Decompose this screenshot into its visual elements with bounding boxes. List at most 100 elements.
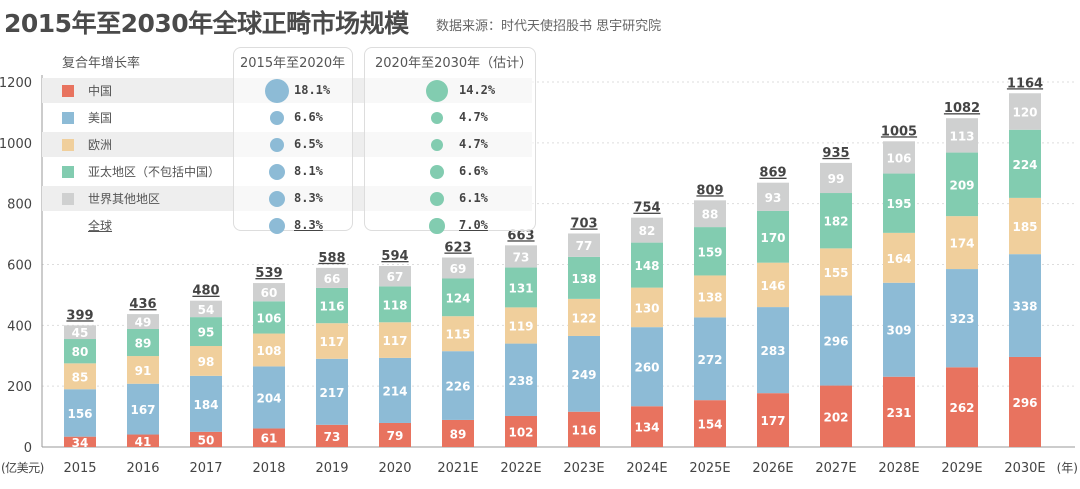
x-tick-label: 2027E (815, 461, 856, 476)
cagr-bubble-2020-2030 (430, 111, 444, 125)
x-tick-label: 2022E (500, 461, 541, 476)
bar-value-label: 89 (135, 337, 152, 351)
bar-value-label: 85 (72, 370, 89, 384)
bar-segment-1 (190, 375, 222, 432)
bar-segment-4 (820, 162, 852, 194)
bar-segment-2 (694, 275, 726, 318)
bar-value-label: 202 (823, 410, 848, 424)
bar-value-label: 209 (949, 178, 974, 192)
bar-value-label: 69 (450, 262, 467, 276)
bar-segment-0 (568, 411, 600, 447)
bar-value-label: 113 (949, 129, 974, 143)
y-tick-label: 0 (24, 441, 32, 456)
legend-col2-header: 2020年至2030年（估计） (375, 56, 533, 71)
bar-segment-0 (946, 367, 978, 447)
cagr-value-2015-2020: 18.1% (294, 83, 331, 97)
bar-segment-0 (442, 419, 474, 447)
bar-value-label: 167 (130, 403, 155, 417)
bar-value-label: 204 (256, 391, 281, 405)
cagr-value-2020-2030: 4.7% (459, 110, 488, 124)
bar-segment-4 (757, 182, 789, 211)
bar-value-label: 231 (886, 406, 911, 420)
bar-value-label: 49 (135, 316, 152, 330)
bar-segment-1 (946, 269, 978, 368)
bar-value-label: 262 (949, 401, 974, 415)
bar-segment-0 (883, 376, 915, 447)
cagr-bubble-2015-2020 (265, 79, 289, 103)
bar-segment-0 (694, 400, 726, 447)
bar-value-label: 323 (949, 312, 974, 326)
cagr-value-2015-2020: 8.3% (294, 191, 323, 205)
bar-segment-1 (568, 335, 600, 412)
bar-value-label: 66 (324, 272, 341, 286)
bar-segment-2 (1009, 197, 1041, 255)
bar-total-label: 703 (570, 216, 597, 231)
x-tick-label: 2023E (563, 461, 604, 476)
y-tick-label: 800 (7, 198, 32, 213)
cagr-value-2020-2030: 14.2% (459, 83, 496, 97)
bar-segment-4 (190, 300, 222, 318)
bar-value-label: 154 (697, 418, 722, 432)
cagr-value-2015-2020: 6.6% (294, 110, 323, 124)
bar-total-label: 588 (318, 251, 345, 266)
bar-value-label: 195 (886, 197, 911, 211)
x-tick-label: 2018 (252, 461, 285, 476)
x-tick-label: 2016 (126, 461, 159, 476)
x-tick-label: 2020 (378, 461, 411, 476)
bar-segment-3 (64, 339, 96, 364)
cagr-bubble-2020-2030 (429, 164, 445, 180)
y-axis-unit: (亿美元) (1, 460, 44, 475)
bar-total-label: 663 (507, 228, 534, 243)
legend-label: 世界其他地区 (88, 192, 161, 206)
bar-value-label: 182 (823, 215, 848, 229)
bar-segment-3 (1009, 129, 1041, 198)
bar-segment-3 (568, 256, 600, 299)
bar-value-label: 260 (634, 361, 659, 375)
bar-value-label: 224 (1012, 158, 1037, 172)
bar-segment-3 (820, 193, 852, 249)
bar-value-label: 146 (760, 279, 785, 293)
cagr-bubble-2015-2020 (268, 163, 286, 181)
bar-segment-0 (253, 428, 285, 447)
bar-value-label: 155 (823, 266, 848, 280)
bar-value-label: 164 (886, 252, 911, 266)
legend-swatch (62, 112, 74, 124)
bar-segment-1 (694, 317, 726, 401)
bar-total-label: 1005 (881, 124, 917, 139)
bar-value-label: 80 (72, 345, 89, 359)
bar-value-label: 124 (445, 291, 470, 305)
bar-segment-3 (883, 173, 915, 233)
cagr-value-2020-2030: 7.0% (459, 218, 488, 232)
bar-segment-1 (757, 307, 789, 394)
cagr-column-box-2015-2020 (233, 47, 353, 231)
legend-swatch (62, 85, 74, 97)
bar-segment-3 (379, 286, 411, 323)
bar-segment-4 (316, 267, 348, 288)
bar-segment-0 (64, 436, 96, 447)
bar-value-label: 156 (67, 407, 92, 421)
bar-segment-1 (316, 358, 348, 425)
bar-total-label: 935 (822, 146, 849, 161)
bar-value-label: 60 (261, 286, 278, 300)
bar-value-label: 226 (445, 380, 470, 394)
y-tick-label: 400 (7, 319, 32, 334)
legend-label: 欧洲 (88, 138, 113, 152)
x-tick-label: 2025E (689, 461, 730, 476)
bar-value-label: 117 (319, 335, 344, 349)
bar-value-label: 98 (198, 355, 215, 369)
bar-value-label: 177 (760, 414, 785, 428)
bar-segment-2 (820, 248, 852, 296)
bar-segment-3 (631, 242, 663, 288)
bar-value-label: 122 (571, 311, 596, 325)
legend-swatch (62, 193, 74, 205)
bar-value-label: 41 (135, 435, 152, 449)
bar-segment-1 (127, 383, 159, 435)
bar-segment-4 (631, 217, 663, 243)
bar-segment-4 (883, 141, 915, 174)
bar-value-label: 82 (639, 224, 656, 238)
bar-segment-2 (631, 287, 663, 328)
bar-value-label: 89 (450, 427, 467, 441)
x-tick-label: 2024E (626, 461, 667, 476)
bar-total-label: 754 (633, 201, 660, 216)
